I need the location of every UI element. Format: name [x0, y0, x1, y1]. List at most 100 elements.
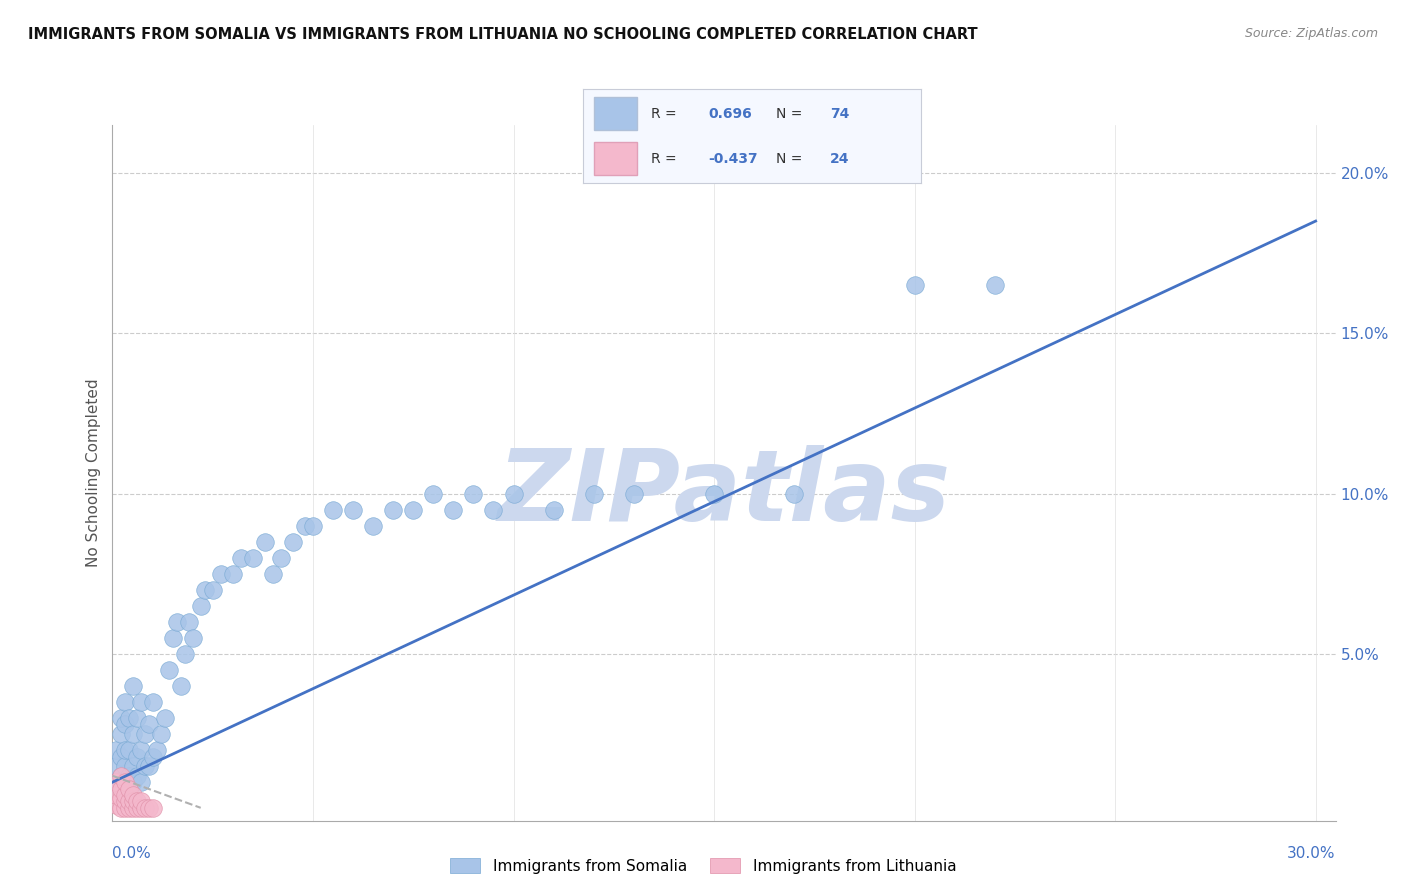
Point	[342, 502, 364, 516]
Point	[169, 679, 191, 693]
Point	[129, 794, 152, 808]
Point	[121, 788, 143, 802]
Point	[209, 566, 232, 581]
Point	[114, 695, 136, 709]
Point	[134, 759, 156, 773]
Point	[166, 615, 188, 629]
Point	[142, 801, 165, 815]
Point	[114, 801, 136, 815]
Point	[262, 566, 284, 581]
Point	[105, 759, 128, 773]
Point	[125, 801, 148, 815]
Point	[543, 502, 565, 516]
Y-axis label: No Schooling Completed: No Schooling Completed	[86, 378, 101, 567]
Point	[114, 788, 136, 802]
Point	[114, 775, 136, 789]
Point	[402, 502, 425, 516]
Point	[157, 663, 180, 677]
Point	[201, 582, 224, 597]
Text: IMMIGRANTS FROM SOMALIA VS IMMIGRANTS FROM LITHUANIA NO SCHOOLING COMPLETED CORR: IMMIGRANTS FROM SOMALIA VS IMMIGRANTS FR…	[28, 27, 977, 42]
Point	[121, 679, 143, 693]
Text: 24: 24	[830, 152, 849, 166]
Point	[482, 502, 505, 516]
FancyBboxPatch shape	[593, 142, 637, 176]
Point	[129, 695, 152, 709]
Legend: Immigrants from Somalia, Immigrants from Lithuania: Immigrants from Somalia, Immigrants from…	[444, 852, 962, 880]
Point	[114, 794, 136, 808]
Point	[783, 486, 806, 500]
Point	[105, 775, 128, 789]
Point	[153, 711, 176, 725]
Point	[121, 727, 143, 741]
Point	[134, 727, 156, 741]
Point	[302, 518, 325, 533]
Text: N =: N =	[776, 106, 807, 120]
Point	[110, 727, 132, 741]
Point	[129, 775, 152, 789]
Point	[117, 743, 139, 757]
Point	[125, 794, 148, 808]
Text: 0.696: 0.696	[709, 106, 752, 120]
Point	[117, 801, 139, 815]
Point	[463, 486, 485, 500]
Text: ZIPatlas: ZIPatlas	[498, 445, 950, 542]
Point	[361, 518, 384, 533]
Point	[125, 749, 148, 764]
Point	[114, 791, 136, 805]
Point	[382, 502, 405, 516]
Point	[138, 717, 160, 731]
Point	[110, 749, 132, 764]
Point	[114, 759, 136, 773]
Point	[125, 711, 148, 725]
Point	[114, 743, 136, 757]
Point	[110, 781, 132, 796]
Point	[114, 717, 136, 731]
Point	[422, 486, 444, 500]
Text: R =: R =	[651, 152, 681, 166]
Point	[117, 781, 139, 796]
Point	[173, 647, 195, 661]
Text: R =: R =	[651, 106, 681, 120]
Point	[441, 502, 464, 516]
Point	[138, 759, 160, 773]
Point	[110, 711, 132, 725]
Point	[121, 794, 143, 808]
Point	[110, 781, 132, 796]
Point	[121, 759, 143, 773]
Point	[502, 486, 524, 500]
Text: N =: N =	[776, 152, 807, 166]
Point	[117, 711, 139, 725]
Point	[105, 775, 128, 789]
Point	[149, 727, 172, 741]
Point	[117, 781, 139, 796]
FancyBboxPatch shape	[593, 96, 637, 130]
Point	[242, 550, 264, 565]
Text: 0.0%: 0.0%	[112, 847, 152, 862]
Point	[322, 502, 344, 516]
Point	[703, 486, 725, 500]
Point	[110, 801, 132, 815]
Point	[110, 791, 132, 805]
Point	[253, 534, 276, 549]
Text: Source: ZipAtlas.com: Source: ZipAtlas.com	[1244, 27, 1378, 40]
Point	[229, 550, 252, 565]
Point	[129, 743, 152, 757]
Point	[105, 788, 128, 802]
Point	[142, 749, 165, 764]
Point	[162, 631, 184, 645]
Point	[117, 794, 139, 808]
Point	[134, 801, 156, 815]
Point	[190, 599, 212, 613]
Point	[110, 769, 132, 783]
Point	[138, 801, 160, 815]
Point	[121, 801, 143, 815]
Text: 30.0%: 30.0%	[1288, 847, 1336, 862]
Point	[121, 775, 143, 789]
Point	[623, 486, 645, 500]
Text: 74: 74	[830, 106, 849, 120]
Point	[110, 769, 132, 783]
Point	[105, 797, 128, 812]
Point	[177, 615, 200, 629]
Point	[194, 582, 217, 597]
Point	[125, 769, 148, 783]
